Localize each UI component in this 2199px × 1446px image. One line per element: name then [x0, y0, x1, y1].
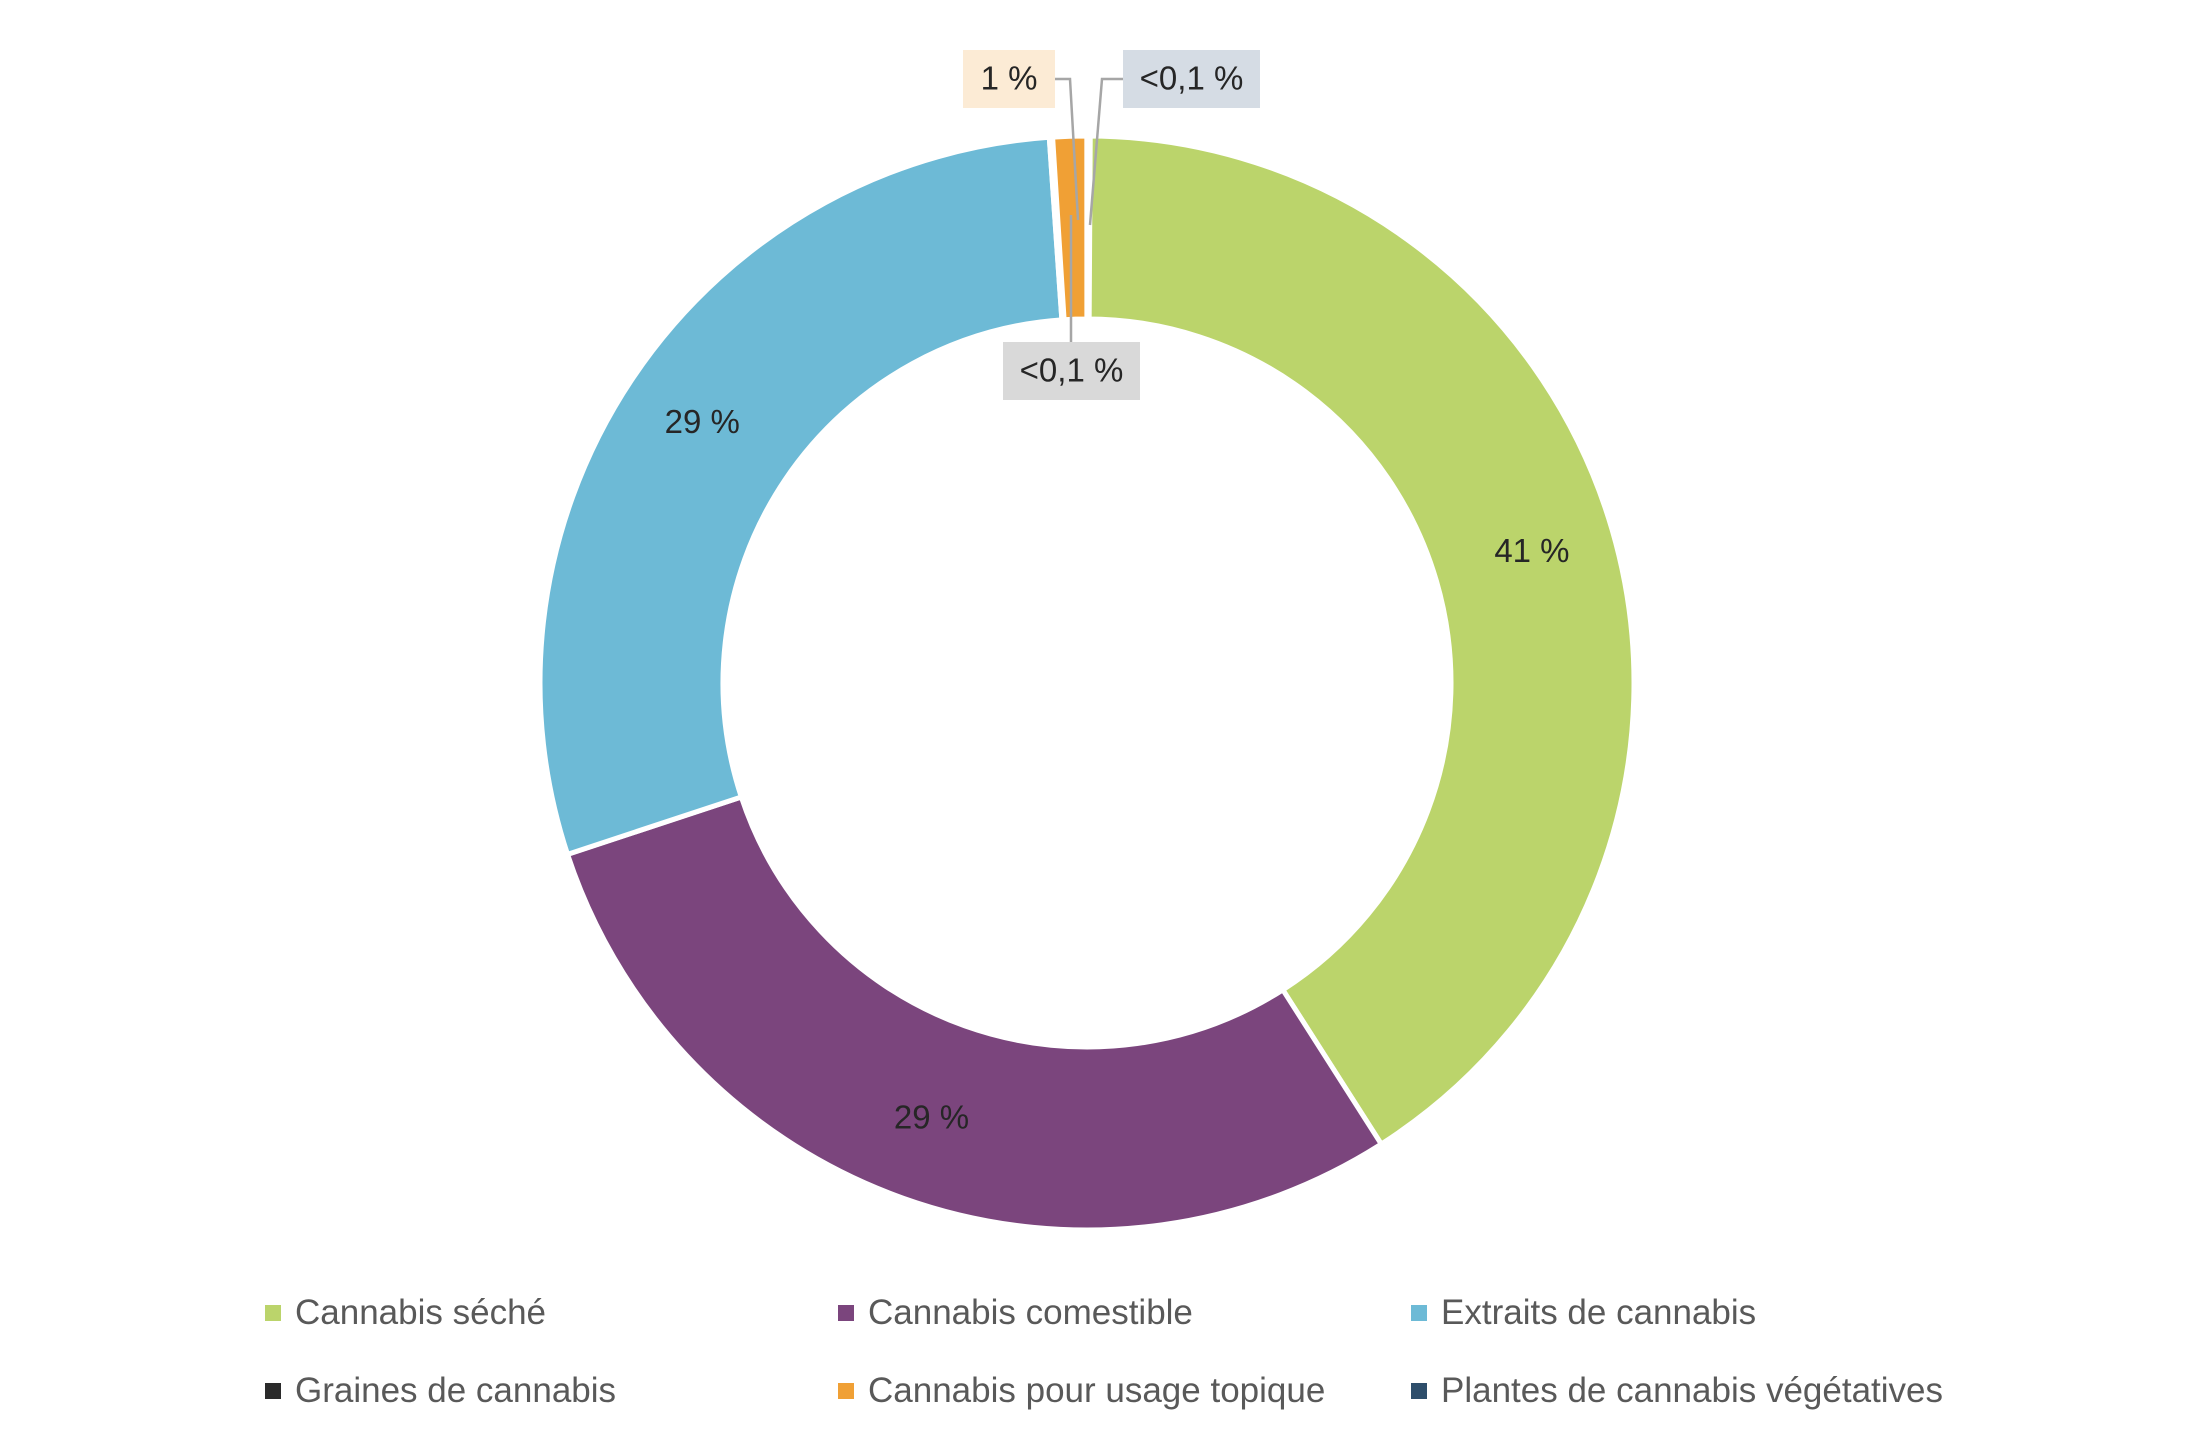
legend-item-cannabis-comestible: Cannabis comestible: [838, 1293, 1411, 1333]
slice-cannabis-seche: [1084, 133, 1637, 1148]
legend-swatch: [838, 1305, 854, 1321]
legend-item-extraits-de-cannabis: Extraits de cannabis: [1411, 1293, 2011, 1333]
slice-extraits-de-cannabis: [537, 134, 1065, 858]
legend-label: Plantes de cannabis végétatives: [1441, 1371, 1943, 1410]
callout-box-plantes-de-cannabis-vegetatives: [1123, 50, 1260, 108]
legend-label: Graines de cannabis: [295, 1371, 617, 1410]
slice-graines-de-cannabis: [1084, 133, 1093, 322]
legend-label: Cannabis comestible: [868, 1293, 1193, 1332]
legend-item-graines-de-cannabis: Graines de cannabis: [265, 1371, 838, 1411]
legend-swatch: [838, 1383, 854, 1399]
leader-line-cannabis-pour-usage-topique: [1055, 77, 1080, 221]
slice-cannabis-comestible: [564, 793, 1385, 1233]
legend-item-plantes-vegetatives: Plantes de cannabis végétatives: [1411, 1371, 2011, 1411]
data-label-cannabis-pour-usage-topique: 1 %: [981, 60, 1038, 97]
leader-line-plantes-de-cannabis-vegetatives: [1088, 77, 1123, 226]
legend-label: Extraits de cannabis: [1441, 1293, 1757, 1332]
data-label-cannabis-seche: 41 %: [1494, 532, 1569, 569]
legend-label: Cannabis pour usage topique: [868, 1371, 1326, 1410]
legend-item-cannabis-usage-topique: Cannabis pour usage topique: [838, 1371, 1411, 1411]
data-label-cannabis-comestible: 29 %: [894, 1098, 969, 1135]
donut-slices: [537, 133, 1637, 1233]
legend-item-cannabis-seche: Cannabis séché: [265, 1293, 838, 1333]
legend: Cannabis séché Cannabis comestible Extra…: [265, 1293, 2065, 1411]
callout-box-cannabis-pour-usage-topique: [963, 50, 1055, 108]
leader-lines: [1055, 77, 1123, 342]
data-label-plantes-de-cannabis-vegetatives: <0,1 %: [1140, 60, 1244, 97]
data-labels: 41 % 29 % 29 % 1 % <0,1 % <0,1 %: [665, 50, 1570, 1135]
callout-box-graines-de-cannabis: [1003, 342, 1140, 400]
legend-swatch: [265, 1383, 281, 1399]
data-label-graines-de-cannabis: <0,1 %: [1020, 352, 1124, 389]
data-label-extraits-de-cannabis: 29 %: [665, 403, 740, 440]
legend-swatch: [265, 1305, 281, 1321]
legend-swatch: [1411, 1305, 1427, 1321]
legend-label: Cannabis séché: [295, 1293, 546, 1332]
legend-swatch: [1411, 1383, 1427, 1399]
